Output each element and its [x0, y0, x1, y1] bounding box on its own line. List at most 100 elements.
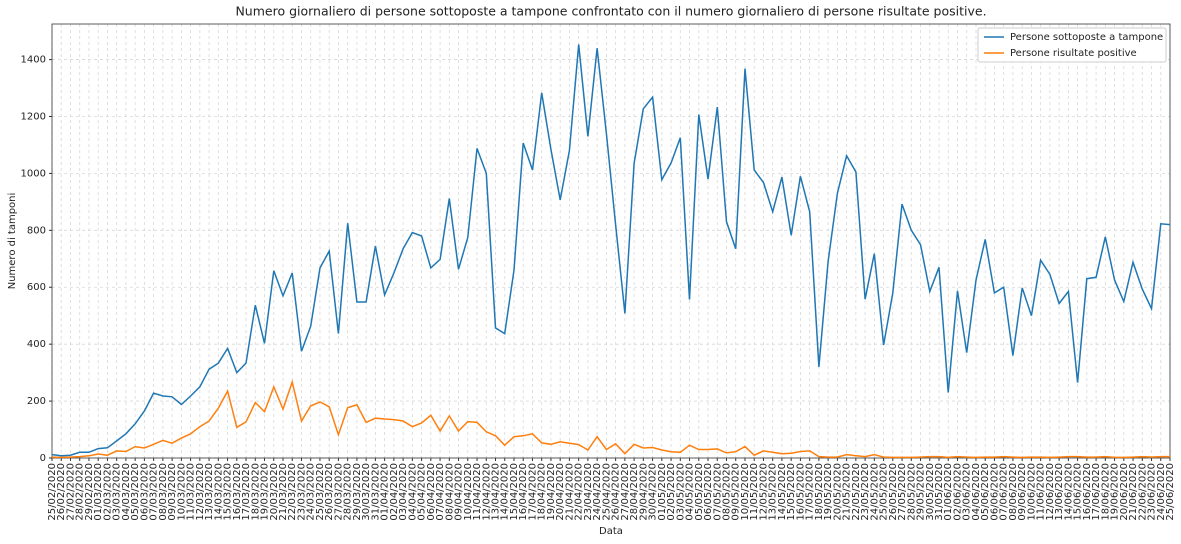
x-tick-label: 22/03/2020 [287, 463, 298, 521]
x-tick-label: 15/06/2020 [1073, 463, 1084, 521]
x-axis-label: Data [599, 526, 623, 537]
x-tick-label: 03/04/2020 [398, 463, 409, 521]
x-tick-label: 09/05/2020 [731, 463, 742, 521]
x-tick-label: 03/06/2020 [962, 463, 973, 521]
x-tick-label: 22/06/2020 [1137, 463, 1148, 521]
x-tick-label: 30/03/2020 [361, 463, 372, 521]
x-tick-label: 28/02/2020 [75, 463, 86, 521]
x-tick-label: 30/04/2020 [648, 463, 659, 521]
legend-box [977, 27, 1167, 63]
x-tick-label: 18/03/2020 [250, 463, 261, 521]
x-tick-label: 01/05/2020 [657, 463, 668, 521]
x-tick-label: 10/04/2020 [463, 463, 474, 521]
y-tick-label: 200 [27, 396, 46, 407]
x-tick-label: 08/06/2020 [1008, 463, 1019, 521]
x-tick-label: 07/05/2020 [712, 463, 723, 521]
x-tick-label: 04/06/2020 [971, 463, 982, 521]
x-tick-label: 30/05/2020 [925, 463, 936, 521]
x-tick-label: 26/05/2020 [888, 463, 899, 521]
x-tick-label: 28/03/2020 [343, 463, 354, 521]
x-tick-label: 22/04/2020 [574, 463, 585, 521]
y-axis-label: Numero di tamponi [7, 193, 18, 290]
x-tick-label: 14/06/2020 [1063, 463, 1074, 521]
x-tick-label: 07/04/2020 [435, 463, 446, 521]
x-tick-label: 23/04/2020 [583, 463, 594, 521]
x-tick-label: 20/05/2020 [832, 463, 843, 521]
x-tick-label: 28/04/2020 [629, 463, 640, 521]
x-tick-label: 29/03/2020 [352, 463, 363, 521]
x-tick-label: 27/02/2020 [65, 463, 76, 521]
x-tick-label: 23/06/2020 [1147, 463, 1158, 521]
x-tick-label: 22/05/2020 [851, 463, 862, 521]
x-tick-label: 01/04/2020 [380, 463, 391, 521]
x-tick-label: 11/05/2020 [749, 463, 760, 521]
x-tick-label: 26/04/2020 [611, 463, 622, 521]
x-tick-label: 24/05/2020 [869, 463, 880, 521]
x-tick-label: 14/05/2020 [777, 463, 788, 521]
x-tick-label: 24/03/2020 [306, 463, 317, 521]
x-tick-label: 21/04/2020 [564, 463, 575, 521]
x-tick-label: 13/04/2020 [491, 463, 502, 521]
x-tick-label: 02/03/2020 [102, 463, 113, 521]
x-tick-label: 16/06/2020 [1082, 463, 1093, 521]
x-tick-label: 25/02/2020 [47, 463, 58, 521]
x-tick-label: 18/06/2020 [1100, 463, 1111, 521]
x-tick-label: 03/03/2020 [112, 463, 123, 521]
x-tick-label: 06/05/2020 [703, 463, 714, 521]
series-line [51, 44, 1171, 457]
x-tick-label: 08/03/2020 [158, 463, 169, 521]
x-tick-label: 16/05/2020 [795, 463, 806, 521]
x-tick-label: 02/06/2020 [952, 463, 963, 521]
x-tick-label: 19/05/2020 [823, 463, 834, 521]
x-tick-label: 25/06/2020 [1165, 463, 1176, 521]
x-tick-label: 08/05/2020 [721, 463, 732, 521]
x-tick-label: 10/03/2020 [176, 463, 187, 521]
x-tick-label: 05/05/2020 [694, 463, 705, 521]
x-tick-label: 15/04/2020 [509, 463, 520, 521]
y-tick-label: 400 [27, 339, 46, 350]
x-tick-label: 13/06/2020 [1054, 463, 1065, 521]
x-tick-label: 29/04/2020 [638, 463, 649, 521]
x-tick-label: 24/06/2020 [1156, 463, 1167, 521]
x-tick-label: 27/05/2020 [897, 463, 908, 521]
x-tick-label: 19/03/2020 [260, 463, 271, 521]
x-tick-label: 29/05/2020 [916, 463, 927, 521]
x-tick-label: 16/03/2020 [232, 463, 243, 521]
x-tick-label: 10/06/2020 [1026, 463, 1037, 521]
x-tick-label: 12/03/2020 [195, 463, 206, 521]
plot-frame [51, 23, 1171, 459]
x-tick-label: 24/04/2020 [592, 463, 603, 521]
x-tick-label: 26/02/2020 [56, 463, 67, 521]
x-tick-label: 05/06/2020 [980, 463, 991, 521]
x-tick-label: 21/06/2020 [1128, 463, 1139, 521]
legend-label: Persone risultate positive [1010, 48, 1137, 59]
x-tick-label: 17/06/2020 [1091, 463, 1102, 521]
x-tick-label: 06/06/2020 [989, 463, 1000, 521]
x-tick-label: 25/05/2020 [879, 463, 890, 521]
y-tick-label: 1000 [21, 168, 46, 179]
x-tick-label: 03/05/2020 [675, 463, 686, 521]
x-tick-label: 06/04/2020 [426, 463, 437, 521]
x-tick-label: 05/03/2020 [130, 463, 141, 521]
x-tick-label: 19/04/2020 [546, 463, 557, 521]
x-tick-label: 14/04/2020 [500, 463, 511, 521]
x-tick-label: 23/03/2020 [296, 463, 307, 521]
x-tick-label: 04/03/2020 [121, 463, 132, 521]
chart-title: Numero giornaliero di persone sottoposte… [235, 4, 986, 19]
x-tick-label: 04/05/2020 [685, 463, 696, 521]
x-tick-label: 15/03/2020 [223, 463, 234, 521]
x-tick-label: 09/03/2020 [167, 463, 178, 521]
legend: Persone sottoposte a tampone Persone risu… [977, 27, 1167, 63]
x-tick-label: 01/03/2020 [93, 463, 104, 521]
x-tick-label: 11/03/2020 [186, 463, 197, 521]
x-tick-label: 12/06/2020 [1045, 463, 1056, 521]
x-tick-label: 09/04/2020 [454, 463, 465, 521]
x-tick-label: 17/05/2020 [805, 463, 816, 521]
y-tick-label: 600 [27, 282, 46, 293]
x-tick-label: 15/05/2020 [786, 463, 797, 521]
x-tick-label: 16/04/2020 [518, 463, 529, 521]
x-tick-label: 21/03/2020 [278, 463, 289, 521]
legend-label: Persone sottoposte a tampone [1010, 32, 1163, 43]
x-tick-label: 02/04/2020 [389, 463, 400, 521]
